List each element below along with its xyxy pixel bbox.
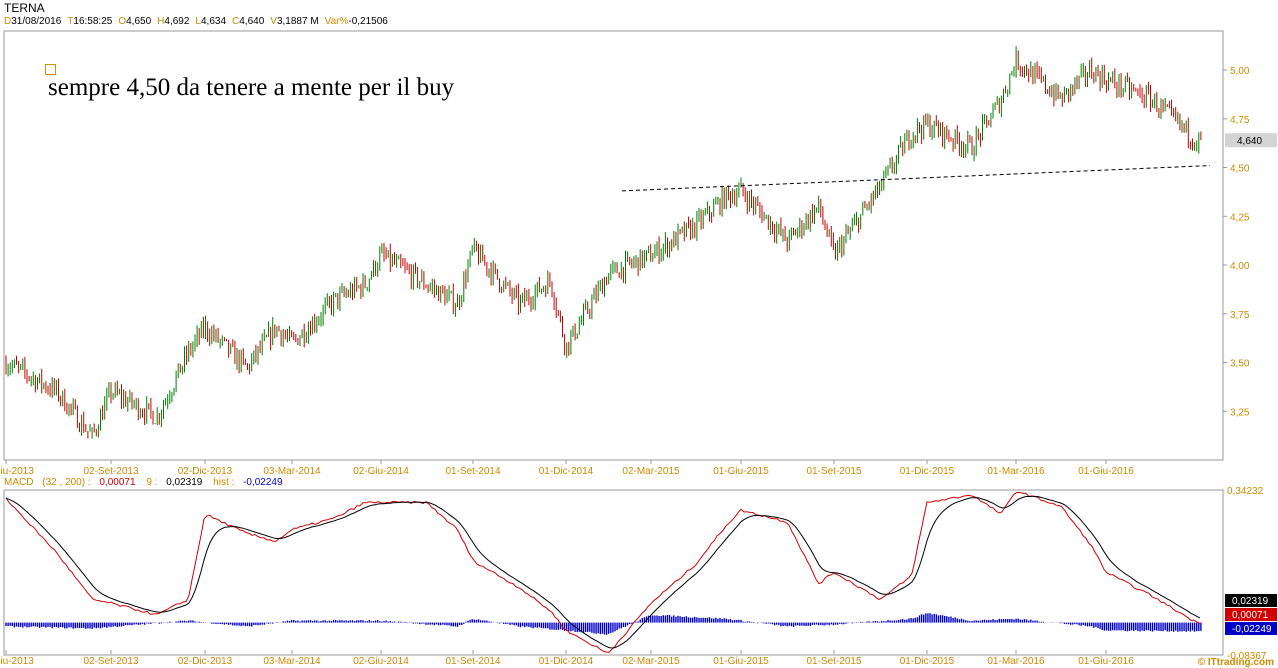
macd-value-label: 0,00071 <box>1232 610 1269 621</box>
x-tick-label: 02-Giu-2014 <box>353 656 409 667</box>
info-field-value: 4,634 <box>200 16 227 27</box>
x-tick-label: 01-Dic-2014 <box>539 466 594 477</box>
price-y-tick-label: 3,50 <box>1230 359 1250 370</box>
info-field-label: T <box>67 16 74 27</box>
last-price-label: 4,640 <box>1237 136 1262 147</box>
price-candles <box>5 46 1202 439</box>
x-tick-label: 01-Set-2015 <box>806 656 861 667</box>
macd-value-box <box>1225 622 1277 635</box>
credit: © ITtrading.com <box>1197 657 1274 668</box>
macd-line <box>5 491 1201 653</box>
info-field: L4,634 <box>195 16 226 27</box>
info-field-value: 3,1887 M <box>276 16 319 27</box>
signal-label: 9 : <box>146 477 158 488</box>
x-tick-label: 02-Set-2013 <box>83 656 138 667</box>
x-tick-label: 02-Giu-2014 <box>353 466 409 477</box>
x-tick-label: 01-Mar-2016 <box>987 466 1045 477</box>
x-tick-label: 03-Giu-2013 <box>0 656 34 667</box>
x-tick-label: 01-Dic-2015 <box>900 466 955 477</box>
x-tick-label: 01-Giu-2015 <box>713 466 769 477</box>
price-panel-frame <box>3 30 1224 461</box>
macd-y-tick-label: 0,34232 <box>1227 486 1264 497</box>
info-field-label: H <box>157 16 165 27</box>
signal-line <box>5 495 1201 649</box>
x-tick-label: 01-Mar-2016 <box>987 656 1045 667</box>
macd-value: 0,00071 <box>99 477 136 488</box>
macd-info-bar: MACD (32 , 200) : 0,00071 9 : 0,02319 hi… <box>4 477 283 488</box>
x-tick-label: 01-Set-2015 <box>806 466 861 477</box>
annotation-marker[interactable] <box>45 64 56 75</box>
x-tick-label: 01-Dic-2015 <box>900 656 955 667</box>
price-y-tick-label: 3,75 <box>1230 310 1250 321</box>
macd-value-label: -0,02249 <box>1232 624 1272 635</box>
x-tick-label: 03-Giu-2013 <box>0 466 34 477</box>
macd-x-axis: 03-Giu-2013 02-Set-2013 02-Dic-2013 03-Mar-… <box>0 650 1134 667</box>
info-field-value: 4,650 <box>126 16 152 27</box>
info-field-value: 4,692 <box>164 16 190 27</box>
x-tick-label: 01-Giu-2016 <box>1078 466 1134 477</box>
info-field-label: C <box>232 16 240 27</box>
info-field-label: Var% <box>324 16 349 27</box>
info-field: C4,640 <box>232 16 264 27</box>
price-x-axis: 03-Giu-2013 02-Set-2013 02-Dic-2013 03-Mar-… <box>0 460 1134 477</box>
ticker-title: TERNA <box>4 1 45 15</box>
macd-lines <box>5 491 1201 653</box>
hist-value: -0,02249 <box>243 477 283 488</box>
macd-params: (32 , 200) : <box>42 477 91 488</box>
info-field: Var%-0,21506 <box>325 16 388 27</box>
macd-value-box <box>1225 608 1277 621</box>
signal-value: 0,02319 <box>166 477 203 488</box>
x-tick-label: 02-Dic-2013 <box>178 466 233 477</box>
macd-panel-frame <box>3 489 1224 656</box>
macd-y-tick-label: -0,08367 <box>1227 651 1267 662</box>
info-field-value: 31/08/2016 <box>11 16 62 27</box>
quote-info-bar: D31/08/2016 T16:58:25 O4,650 H4,692 L4,634 C4… <box>4 16 394 27</box>
macd-label: MACD <box>4 477 34 488</box>
x-tick-label: 02-Mar-2015 <box>622 466 680 477</box>
macd-y-axis: 0,34232 -0,08367 0,02319 0,00071 -0,02249 <box>1225 486 1277 662</box>
x-tick-label: 01-Set-2014 <box>445 656 500 667</box>
info-field: T16:58:25 <box>67 16 112 27</box>
x-tick-label: 01-Giu-2015 <box>713 656 769 667</box>
x-tick-label: 03-Mar-2014 <box>263 466 321 477</box>
price-y-tick-label: 4,50 <box>1230 164 1250 175</box>
info-field: O4,650 <box>118 16 151 27</box>
annotation-text[interactable]: sempre 4,50 da tenere a mente per il buy <box>48 74 455 101</box>
info-field: H4,692 <box>157 16 189 27</box>
price-y-tick-label: 5,00 <box>1230 66 1250 77</box>
x-tick-label: 02-Set-2013 <box>83 466 138 477</box>
info-field-label: D <box>4 16 12 27</box>
support-trendline <box>621 165 1211 192</box>
price-y-tick-label: 4,75 <box>1230 115 1250 126</box>
support-line <box>621 165 1211 192</box>
macd-value-label: 0,02319 <box>1232 596 1269 607</box>
x-tick-label: 01-Set-2014 <box>445 466 500 477</box>
price-y-tick-label: 4,00 <box>1230 261 1250 272</box>
price-y-axis: 3,25 3,50 3,75 4,00 4,25 4,50 4,75 5,00 4,640 <box>1223 66 1277 418</box>
macd-value-box <box>1225 594 1277 607</box>
last-price-box <box>1225 133 1277 148</box>
x-tick-label: 02-Mar-2015 <box>622 656 680 667</box>
info-field: V3,1887 M <box>270 16 318 27</box>
x-tick-label: 02-Dic-2013 <box>178 656 233 667</box>
price-y-tick-label: 3,25 <box>1230 407 1250 418</box>
info-field-value: 4,640 <box>239 16 265 27</box>
info-field-label: L <box>195 16 201 27</box>
info-field-value: 16:58:25 <box>73 16 113 27</box>
x-tick-label: 01-Dic-2014 <box>539 656 594 667</box>
info-field-label: V <box>270 16 277 27</box>
x-tick-label: 03-Mar-2014 <box>263 656 321 667</box>
info-field-label: O <box>118 16 127 27</box>
price-y-tick-label: 4,25 <box>1230 212 1250 223</box>
x-tick-label: 01-Giu-2016 <box>1078 656 1134 667</box>
hist-label: hist : <box>213 477 235 488</box>
info-field: D31/08/2016 <box>4 16 61 27</box>
macd-histogram <box>5 613 1202 635</box>
info-field-value: -0,21506 <box>348 16 388 27</box>
